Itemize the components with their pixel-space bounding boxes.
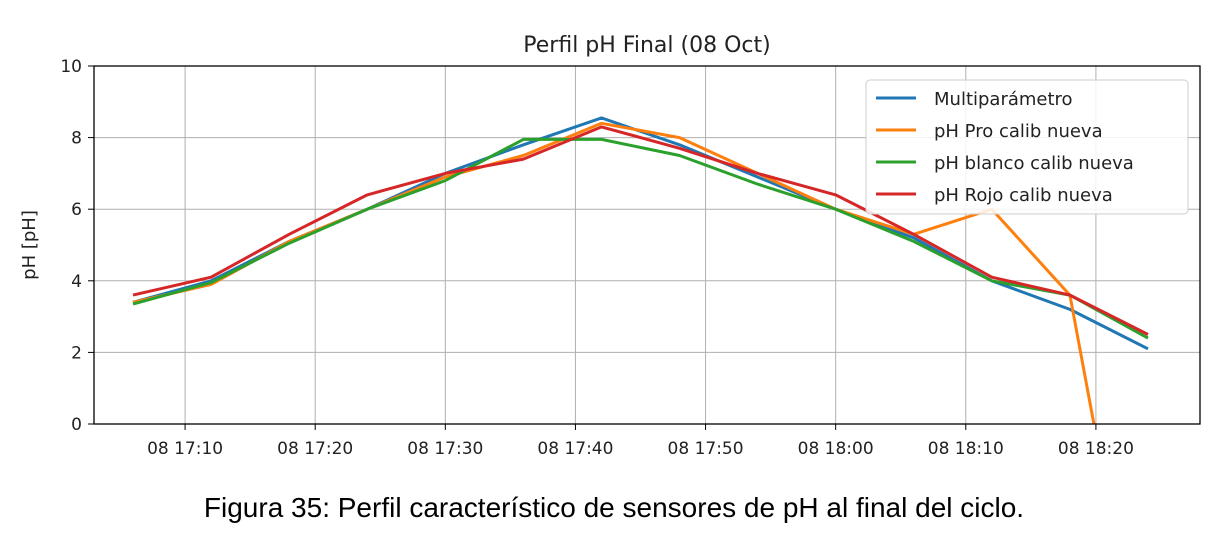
legend-box	[865, 79, 1189, 215]
legend-entry: pH Rojo calib nueva	[934, 185, 1113, 206]
x-tick-label: 08 18:20	[1058, 439, 1134, 459]
x-tick-label: 08 18:10	[928, 439, 1004, 459]
x-tick-label: 08 17:30	[407, 439, 483, 459]
series-line-3	[132, 137, 1149, 340]
series-line-4	[132, 125, 1149, 336]
figure-caption: Figura 35: Perfil característico de sens…	[203, 492, 1025, 523]
y-axis-label: pH [pH]	[19, 210, 40, 280]
plot-frame	[93, 65, 1201, 425]
ph-line-chart: Perfil pH Final (08 Oct) 0 2 4 6 8 10 08 17:1…	[19, 33, 1201, 459]
x-tick-label: 08 18:00	[798, 439, 874, 459]
chart-title: Perfil pH Final (08 Oct)	[523, 33, 770, 58]
legend-entry: Multiparámetro	[934, 89, 1073, 110]
y-tick-label: 10	[60, 57, 82, 77]
y-tick-label: 2	[71, 343, 82, 363]
x-tick-label: 08 17:20	[277, 439, 353, 459]
x-tick-label: 08 17:40	[537, 439, 613, 459]
y-tick-label: 6	[71, 200, 82, 220]
y-tick-label: 4	[71, 272, 82, 292]
legend-entry: pH blanco calib nueva	[934, 153, 1134, 174]
x-ticks: 08 17:10 08 17:20 08 17:30 08 17:40 08 17:50…	[147, 424, 1134, 459]
legend-entry: pH Pro calib nueva	[934, 121, 1103, 142]
legend: Multiparámetro pH Pro calib nueva pH blanc…	[865, 79, 1189, 215]
x-tick-label: 08 17:10	[147, 439, 223, 459]
y-tick-label: 0	[71, 415, 82, 435]
x-tick-label: 08 17:50	[668, 439, 744, 459]
y-ticks: 0 2 4 6 8 10	[60, 57, 94, 435]
y-tick-label: 8	[71, 129, 82, 149]
